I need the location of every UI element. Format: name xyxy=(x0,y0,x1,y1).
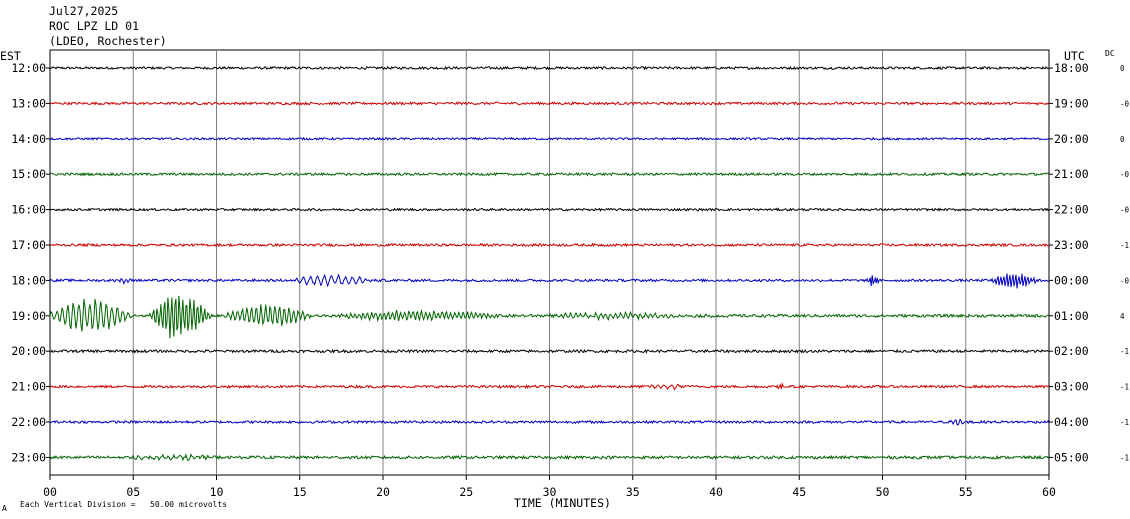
dc-value: -1 xyxy=(1120,418,1129,427)
est-label: 12:00 xyxy=(11,61,46,75)
dc-value: 4 xyxy=(1120,312,1125,321)
trace-2100 xyxy=(49,382,1050,391)
est-label: 13:00 xyxy=(11,96,46,110)
dc-value: -0 xyxy=(1120,99,1130,108)
trace-1300 xyxy=(49,101,1050,106)
est-label: 18:00 xyxy=(11,273,46,287)
header-date: Jul27,2025 xyxy=(49,4,119,18)
est-label: 16:00 xyxy=(11,203,46,217)
est-label: 22:00 xyxy=(11,415,46,429)
trace-1700 xyxy=(49,242,1050,248)
right-zone-label: UTC xyxy=(1064,49,1085,63)
utc-label: 00:00 xyxy=(1054,273,1089,287)
x-tick-label: 30 xyxy=(543,485,557,499)
x-tick-label: 60 xyxy=(1042,485,1056,499)
dc-value: -0 xyxy=(1120,206,1130,215)
est-label: 14:00 xyxy=(11,132,46,146)
x-tick-label: 10 xyxy=(210,485,224,499)
est-label: 23:00 xyxy=(11,450,46,464)
est-label: 17:00 xyxy=(11,238,46,252)
footer-scale: Each Vertical Division = 50.00 microvolt… xyxy=(20,500,228,509)
utc-label: 19:00 xyxy=(1054,96,1089,110)
trace-2200 xyxy=(50,418,1050,426)
traces xyxy=(49,65,1050,462)
left-zone-label: EST xyxy=(0,49,21,63)
header-network: (LDEO, Rochester) xyxy=(49,34,167,48)
est-label: 19:00 xyxy=(11,309,46,323)
dc-value: -0 xyxy=(1120,276,1130,285)
x-tick-label: 45 xyxy=(792,485,806,499)
trace-1200 xyxy=(49,65,1050,71)
trace-1800 xyxy=(49,273,1049,289)
trace-2300 xyxy=(49,453,1050,462)
trace-1600 xyxy=(49,207,1050,212)
x-tick-label: 50 xyxy=(876,485,890,499)
utc-label: 21:00 xyxy=(1054,167,1089,181)
dc-value: 0 xyxy=(1120,64,1125,73)
utc-label: 01:00 xyxy=(1054,309,1089,323)
dc-value: -1 xyxy=(1120,347,1129,356)
trace-1400 xyxy=(49,136,1050,141)
trace-1500 xyxy=(49,171,1050,177)
utc-label: 03:00 xyxy=(1054,380,1089,394)
grid xyxy=(46,49,1053,480)
x-tick-label: 00 xyxy=(43,485,57,499)
dc-value: -0 xyxy=(1120,170,1130,179)
trace-2000 xyxy=(50,348,1050,354)
dc-value: -1 xyxy=(1120,241,1129,250)
utc-label: 05:00 xyxy=(1054,450,1089,464)
est-label: 21:00 xyxy=(11,380,46,394)
header-station: ROC LPZ LD 01 xyxy=(49,19,140,33)
footer-mark: A xyxy=(2,504,7,513)
x-tick-label: 05 xyxy=(126,485,140,499)
est-label: 15:00 xyxy=(11,167,46,181)
x-tick-label: 20 xyxy=(376,485,390,499)
x-tick-label: 15 xyxy=(293,485,307,499)
x-tick-label: 35 xyxy=(626,485,640,499)
dc-value: -1 xyxy=(1120,453,1129,462)
x-tick-label: 25 xyxy=(459,485,473,499)
utc-label: 02:00 xyxy=(1054,344,1089,358)
trace-1900 xyxy=(49,295,1050,339)
est-label: 20:00 xyxy=(11,344,46,358)
dc-value: -1 xyxy=(1120,383,1129,392)
x-tick-label: 40 xyxy=(709,485,723,499)
x-axis-label: TIME (MINUTES) xyxy=(514,496,611,510)
utc-label: 04:00 xyxy=(1054,415,1089,429)
utc-label: 23:00 xyxy=(1054,238,1089,252)
utc-label: 18:00 xyxy=(1054,61,1089,75)
utc-label: 20:00 xyxy=(1054,132,1089,146)
utc-label: 22:00 xyxy=(1054,203,1089,217)
dc-label: DC xyxy=(1105,49,1115,58)
dc-value: 0 xyxy=(1120,135,1125,144)
x-tick-label: 55 xyxy=(959,485,973,499)
